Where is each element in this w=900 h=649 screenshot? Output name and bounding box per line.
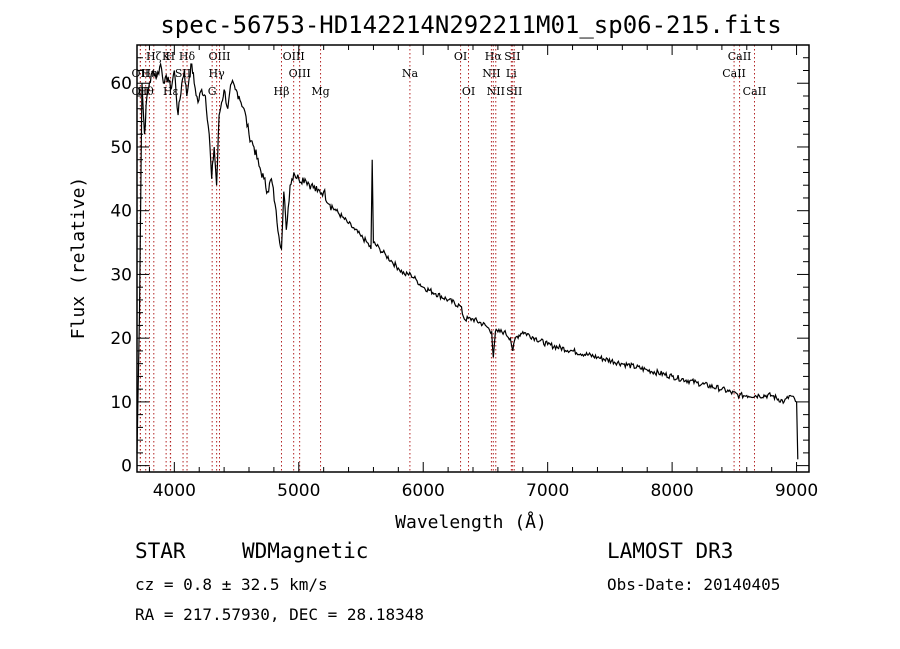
axes: 4000 5000 6000 7000 8000 9000 0 10 20 30 40 50 60 bbox=[110, 45, 818, 501]
line-label: Hζ bbox=[146, 50, 162, 63]
line-label: OIII bbox=[283, 50, 305, 63]
line-label: CaII bbox=[728, 50, 752, 63]
line-label: G bbox=[208, 85, 217, 98]
y-tick-label: 0 bbox=[121, 457, 132, 477]
line-label: Hγ bbox=[209, 67, 226, 80]
line-label: Li bbox=[506, 67, 517, 80]
line-label: NII bbox=[487, 85, 505, 98]
line-label: CaII bbox=[722, 67, 746, 80]
chart-title: spec-56753-HD142214N292211M01_sp06-215.f… bbox=[160, 11, 781, 39]
y-tick-label: 10 bbox=[110, 393, 132, 413]
x-tick-label: 4000 bbox=[153, 481, 196, 501]
object-class: STAR bbox=[135, 539, 186, 563]
y-tick-label: 50 bbox=[110, 138, 132, 158]
y-tick-label: 40 bbox=[110, 202, 132, 222]
survey-name: LAMOST DR3 bbox=[607, 539, 734, 563]
line-label: CaII bbox=[743, 85, 767, 98]
line-label: OIII bbox=[208, 50, 230, 63]
x-tick-label: 8000 bbox=[650, 481, 693, 501]
x-tick-label: 9000 bbox=[775, 481, 818, 501]
line-label: Hα bbox=[485, 50, 503, 63]
line-label: Hδ bbox=[179, 50, 196, 63]
object-subclass: WDMagnetic bbox=[242, 539, 369, 563]
line-label: OIII bbox=[289, 67, 311, 80]
line-label: Mg bbox=[311, 85, 329, 98]
line-label: SII bbox=[504, 50, 520, 63]
y-tick-label: 20 bbox=[110, 329, 132, 349]
x-tick-label: 6000 bbox=[402, 481, 445, 501]
line-label: H bbox=[166, 50, 176, 63]
x-tick-label: 5000 bbox=[277, 481, 320, 501]
coordinates: RA = 217.57930, DEC = 28.18348 bbox=[135, 605, 424, 624]
spectrum-line bbox=[136, 61, 799, 460]
line-label: OII bbox=[132, 85, 150, 98]
y-tick-label: 30 bbox=[110, 265, 132, 285]
redshift-readout: cz = 0.8 ± 32.5 km/s bbox=[135, 575, 328, 594]
plot-frame bbox=[136, 44, 810, 473]
x-axis-label: Wavelength (Å) bbox=[395, 511, 547, 533]
line-label: Na bbox=[402, 67, 419, 80]
y-axis-label: Flux (relative) bbox=[68, 177, 89, 340]
line-label: Hβ bbox=[274, 85, 290, 98]
y-tick-label: 60 bbox=[110, 74, 132, 94]
line-label: NII bbox=[482, 67, 500, 80]
line-label: SII bbox=[506, 85, 522, 98]
line-label: Hε bbox=[163, 85, 179, 98]
line-label: OI bbox=[454, 50, 467, 63]
x-tick-label: 7000 bbox=[526, 481, 569, 501]
line-label: OI bbox=[462, 85, 475, 98]
obs-date: Obs-Date: 20140405 bbox=[607, 575, 781, 594]
line-label: K bbox=[162, 50, 171, 63]
